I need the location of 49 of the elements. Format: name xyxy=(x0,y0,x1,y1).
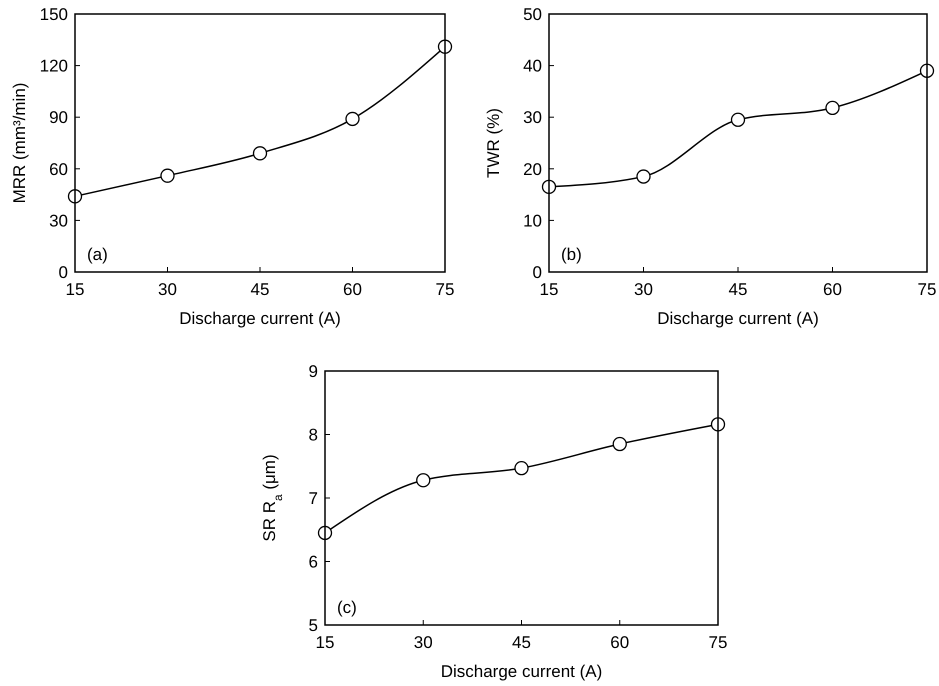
y-tick-label: 90 xyxy=(49,108,68,128)
y-tick-label: 10 xyxy=(523,211,542,230)
point xyxy=(252,146,268,160)
x-tick-label: 60 xyxy=(343,280,362,299)
point xyxy=(514,461,529,476)
point xyxy=(730,112,746,127)
y-tick-label: 0 xyxy=(58,262,68,282)
y-tick-label: 20 xyxy=(523,160,542,179)
x-tick-label: 45 xyxy=(250,280,270,299)
y-tick-label: 0 xyxy=(532,262,542,282)
x-tick-label: 75 xyxy=(918,280,936,299)
x-tick-label: 45 xyxy=(728,280,748,299)
y-tick-label: 120 xyxy=(40,56,68,76)
x-tick-label: 75 xyxy=(708,633,728,652)
point xyxy=(345,112,360,126)
y-tick-label: 150 xyxy=(40,4,68,24)
x-tick-label: 15 xyxy=(540,280,558,299)
y-tick-label: 50 xyxy=(523,4,542,24)
x-tick-label: 30 xyxy=(414,633,433,652)
x-axis-title: Discharge current (A) xyxy=(440,662,602,681)
y-tick-label: 60 xyxy=(49,160,68,179)
annotation: (b) xyxy=(561,245,582,264)
y-axis-title: TWR (%) xyxy=(484,108,503,178)
y-tick-label: 5 xyxy=(308,616,318,635)
x-axis-title: Discharge current (A) xyxy=(179,309,341,328)
y-tick-label: 7 xyxy=(308,488,318,508)
point xyxy=(636,169,651,184)
annotation: (c) xyxy=(337,598,357,617)
x-tick-label: 30 xyxy=(158,280,177,299)
x-tick-label: 15 xyxy=(316,633,334,652)
point xyxy=(416,473,430,488)
y-axis-title: MRR (mm³/min) xyxy=(10,82,29,204)
x-tick-label: 15 xyxy=(66,280,84,299)
point xyxy=(612,436,627,452)
y-tick-label: 8 xyxy=(308,425,318,444)
y-tick-label: 40 xyxy=(523,56,542,76)
x-tick-label: 60 xyxy=(823,280,842,299)
y-tick-label: 6 xyxy=(308,552,318,572)
annotation: (a) xyxy=(87,245,108,264)
point xyxy=(160,168,175,183)
x-tick-label: 30 xyxy=(634,280,653,299)
y-tick-label: 30 xyxy=(523,108,542,128)
x-tick-label: 45 xyxy=(512,633,531,652)
x-tick-label: 75 xyxy=(436,280,454,299)
y-tick-label: 9 xyxy=(308,362,318,381)
point xyxy=(825,100,840,116)
x-axis-title: Discharge current (A) xyxy=(657,309,819,328)
x-tick-label: 60 xyxy=(610,633,630,652)
y-tick-label: 30 xyxy=(49,211,68,230)
